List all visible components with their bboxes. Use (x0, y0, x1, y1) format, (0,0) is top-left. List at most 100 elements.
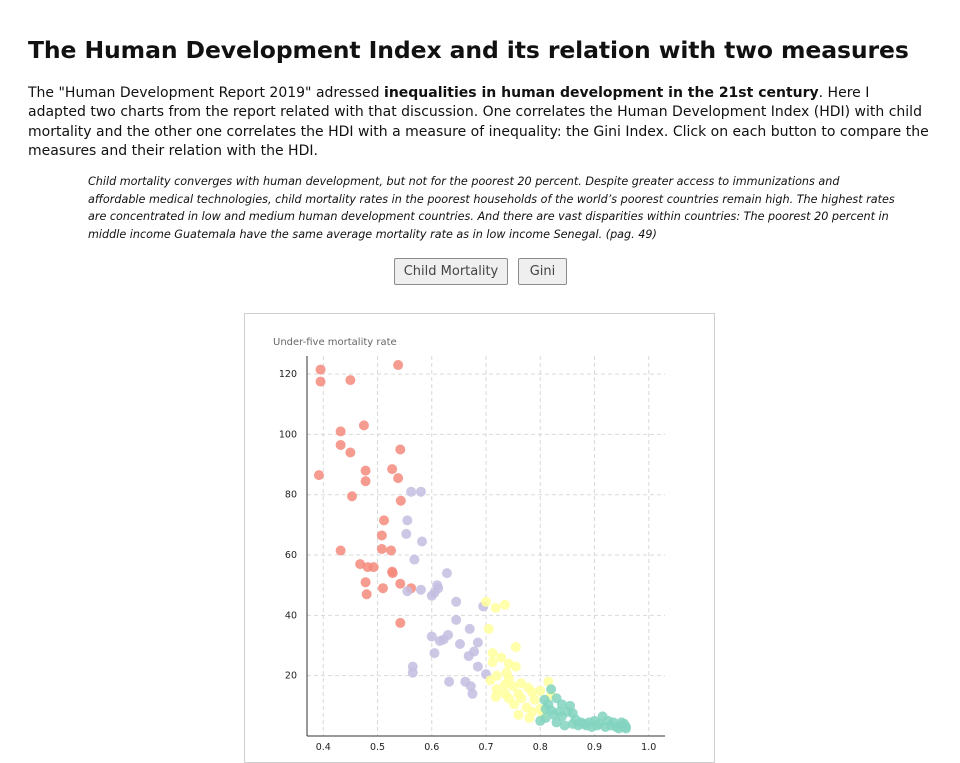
data-point-low[interactable] (395, 617, 406, 628)
data-point-medium[interactable] (467, 688, 478, 699)
data-point-very-high[interactable] (567, 718, 578, 729)
data-point-medium[interactable] (472, 637, 483, 648)
data-point-high[interactable] (490, 691, 501, 702)
data-point-medium[interactable] (426, 631, 437, 642)
y-tick-label: 120 (279, 369, 297, 380)
x-tick-label: 0.9 (587, 742, 602, 753)
page-title: The Human Development Index and its rela… (28, 36, 909, 64)
data-point-medium[interactable] (429, 648, 440, 659)
data-point-low[interactable] (393, 473, 404, 484)
y-tick-label: 40 (285, 610, 297, 621)
data-point-medium[interactable] (402, 515, 413, 526)
data-point-very-high[interactable] (551, 717, 562, 728)
data-point-low[interactable] (360, 577, 371, 588)
data-point-medium[interactable] (416, 536, 427, 547)
data-point-high[interactable] (481, 596, 491, 607)
chart-grid (307, 356, 665, 736)
data-point-low[interactable] (361, 589, 372, 600)
data-point-low[interactable] (335, 426, 346, 437)
data-point-high[interactable] (491, 684, 502, 695)
data-point-high[interactable] (527, 687, 538, 698)
data-point-high[interactable] (499, 599, 510, 610)
data-point-high[interactable] (485, 675, 496, 686)
data-point-medium[interactable] (434, 636, 445, 646)
data-point-high[interactable] (483, 623, 494, 634)
x-tick-label: 0.7 (478, 742, 493, 753)
data-point-low[interactable] (379, 515, 390, 526)
data-point-low[interactable] (347, 491, 358, 502)
data-point-medium[interactable] (472, 661, 483, 672)
data-point-high[interactable] (487, 648, 498, 659)
data-point-medium[interactable] (406, 486, 417, 497)
data-point-medium[interactable] (407, 667, 418, 678)
data-point-low[interactable] (377, 583, 388, 594)
data-point-medium[interactable] (402, 586, 413, 597)
data-point-medium[interactable] (415, 486, 426, 497)
data-point-high[interactable] (510, 661, 521, 672)
data-point-high[interactable] (496, 652, 507, 663)
x-tick-label: 1.0 (641, 742, 656, 753)
data-point-medium[interactable] (426, 590, 437, 601)
data-point-medium[interactable] (409, 554, 420, 565)
data-point-high[interactable] (490, 602, 501, 613)
data-point-very-high[interactable] (605, 720, 616, 731)
data-point-very-high[interactable] (535, 715, 546, 726)
data-point-high[interactable] (509, 699, 520, 710)
data-point-very-high[interactable] (548, 709, 559, 720)
data-point-high[interactable] (516, 693, 527, 704)
data-point-very-high[interactable] (578, 718, 589, 729)
data-point-low[interactable] (376, 544, 387, 555)
data-point-medium[interactable] (454, 639, 465, 650)
data-point-very-high[interactable] (556, 699, 567, 710)
data-point-low[interactable] (358, 420, 369, 431)
data-point-high[interactable] (524, 712, 535, 723)
data-point-medium[interactable] (415, 584, 426, 595)
data-point-high[interactable] (543, 676, 554, 687)
data-point-high[interactable] (487, 657, 498, 668)
data-point-low[interactable] (345, 375, 356, 386)
data-point-low[interactable] (360, 476, 371, 487)
intro-text-start: The "Human Development Report 2019" adre… (28, 85, 385, 101)
data-point-medium[interactable] (465, 681, 476, 692)
data-point-low[interactable] (313, 470, 324, 481)
data-point-low[interactable] (386, 545, 397, 556)
data-point-low[interactable] (335, 545, 346, 556)
data-point-medium[interactable] (451, 614, 462, 625)
data-point-high[interactable] (513, 709, 524, 720)
data-point-high[interactable] (499, 679, 510, 690)
data-point-very-high[interactable] (546, 684, 557, 695)
data-point-low[interactable] (387, 464, 398, 475)
data-point-low[interactable] (395, 578, 406, 589)
data-point-medium[interactable] (401, 528, 412, 539)
data-point-low[interactable] (376, 530, 387, 541)
data-point-low[interactable] (335, 439, 346, 450)
data-point-medium[interactable] (464, 623, 475, 634)
data-point-low[interactable] (315, 376, 326, 387)
data-point-very-high[interactable] (594, 718, 605, 729)
data-point-low[interactable] (395, 444, 406, 455)
data-point-low[interactable] (360, 465, 371, 476)
data-point-very-high[interactable] (620, 723, 631, 734)
data-point-low[interactable] (393, 360, 404, 371)
data-point-very-high[interactable] (613, 723, 624, 734)
data-point-medium[interactable] (451, 596, 462, 607)
child-mortality-button[interactable]: Child Mortality (394, 258, 508, 285)
gini-button[interactable]: Gini (518, 258, 567, 285)
data-point-high[interactable] (510, 642, 521, 653)
data-point-low[interactable] (395, 495, 406, 506)
scatter-chart-panel: 0.4 0.5 0.6 0.7 0.8 0.9 1.0 20 40 60 80 100 120 Unde… (244, 313, 715, 763)
chart-axes: 0.4 0.5 0.6 0.7 0.8 0.9 1.0 20 40 60 80 100 120 (279, 356, 665, 753)
data-point-low[interactable] (355, 559, 366, 570)
data-point-medium[interactable] (441, 568, 452, 579)
data-point-medium[interactable] (444, 676, 455, 687)
data-point-low[interactable] (315, 364, 326, 375)
x-tick-label: 0.5 (370, 742, 385, 753)
data-point-very-high[interactable] (559, 720, 570, 731)
data-point-low[interactable] (368, 562, 379, 573)
data-point-high[interactable] (529, 694, 540, 705)
data-point-high[interactable] (508, 681, 519, 692)
data-point-low[interactable] (345, 447, 356, 458)
data-point-low[interactable] (387, 568, 398, 579)
data-point-high[interactable] (535, 685, 546, 696)
data-point-medium[interactable] (463, 651, 474, 662)
